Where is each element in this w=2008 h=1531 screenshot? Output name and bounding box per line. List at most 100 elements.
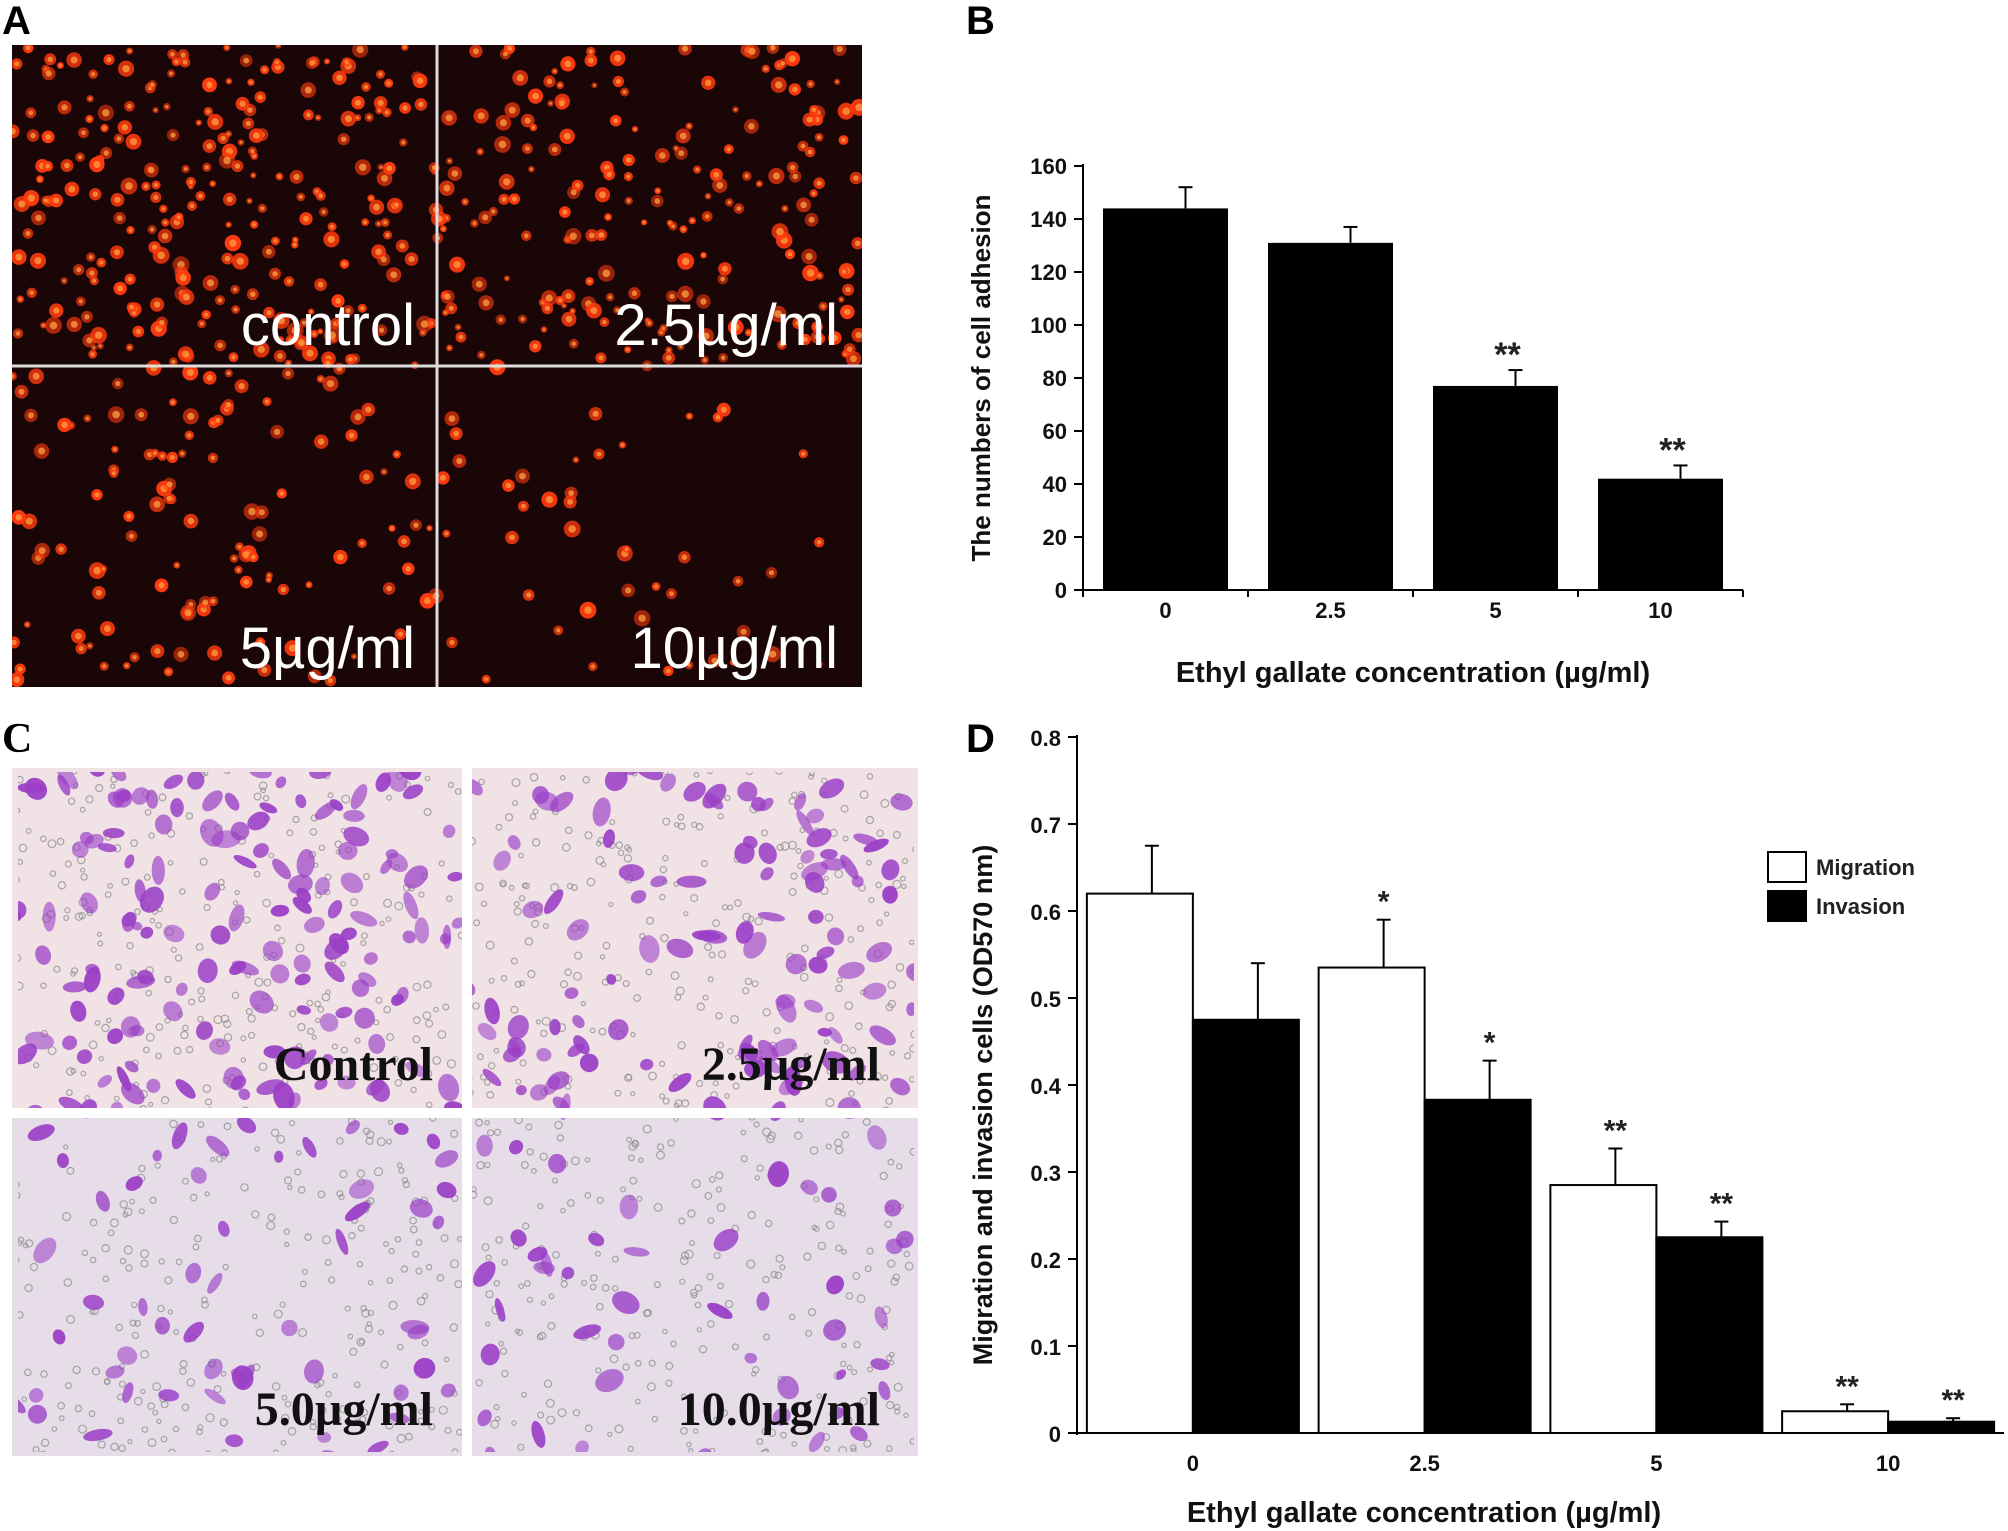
stained-cell — [533, 1261, 555, 1274]
fluorescent-cell-core — [86, 337, 93, 344]
stained-cell — [363, 952, 378, 965]
membrane-pore — [909, 1147, 914, 1156]
membrane-pore — [518, 895, 526, 902]
membrane-pore — [595, 840, 602, 847]
membrane-pore — [251, 1313, 258, 1320]
stained-cell — [604, 772, 628, 792]
fluorescent-cell-core — [654, 584, 658, 589]
membrane-pore — [295, 943, 305, 953]
fluorescent-cell-core — [656, 189, 660, 193]
membrane-pore — [454, 788, 462, 795]
fluorescent-cell-core — [592, 410, 599, 417]
fluorescent-cell-core — [102, 664, 107, 669]
membrane-pore — [98, 1055, 104, 1062]
stained-cell — [111, 772, 127, 782]
membrane-pore — [572, 1409, 581, 1417]
stained-cell — [183, 1321, 204, 1343]
fluorescent-cell-core — [311, 673, 318, 680]
membrane-pore — [594, 1250, 601, 1257]
membrane-pore — [309, 828, 318, 836]
membrane-pore — [572, 971, 582, 981]
fluorescent-cell-core — [855, 331, 862, 339]
chart-d-x-tick-label: 10 — [1876, 1451, 1900, 1476]
fluorescent-cell-core — [808, 82, 813, 86]
membrane-pore — [909, 939, 914, 945]
membrane-pore — [144, 809, 152, 816]
membrane-pore — [522, 1222, 530, 1230]
stained-cell — [800, 850, 815, 864]
fluorescent-cell-core — [38, 547, 46, 555]
fluorescent-cell-core — [626, 198, 631, 203]
fluorescent-cell-core — [61, 421, 68, 429]
membrane-pore — [366, 1197, 375, 1205]
fluorescent-cell-core — [776, 227, 784, 236]
membrane-pore — [596, 1196, 604, 1204]
membrane-pore — [223, 772, 231, 775]
fluorescent-cell-core — [563, 132, 571, 140]
fluorescent-cell-core — [390, 271, 398, 279]
fluorescent-cell-core — [667, 348, 671, 352]
fluorescent-cell-core — [307, 583, 311, 587]
fluorescent-cell-core — [456, 457, 463, 465]
membrane-pore — [213, 1385, 222, 1394]
fluorescent-cell-core — [363, 84, 369, 90]
fluorescent-cell-core — [795, 320, 801, 326]
membrane-pore — [564, 826, 573, 835]
membrane-pore — [258, 1062, 268, 1072]
fluorescent-cell-core — [12, 639, 17, 646]
membrane-pore — [883, 911, 890, 917]
membrane-pore — [896, 1163, 903, 1170]
membrane-pore — [57, 1401, 65, 1410]
membrane-pore — [24, 1283, 33, 1293]
stained-cell — [300, 1049, 317, 1066]
fluorescent-cell-core — [234, 163, 241, 169]
fluorescent-cell-core — [338, 320, 342, 324]
fluorescent-cell-core — [625, 587, 632, 594]
membrane-pore — [61, 1211, 72, 1222]
membrane-pore — [182, 1177, 190, 1185]
fluorescent-cell-core — [736, 206, 742, 212]
membrane-pore — [520, 1160, 529, 1169]
membrane-pore — [348, 1231, 356, 1240]
chart-b-y-tick-label: 0 — [1055, 578, 1067, 603]
membrane-pore — [853, 1340, 861, 1349]
membrane-pore — [118, 1444, 126, 1452]
membrane-pore — [310, 1418, 317, 1426]
stained-cell — [828, 1026, 843, 1044]
membrane-pore — [892, 1273, 901, 1282]
membrane-pore — [514, 1328, 521, 1334]
membrane-pore — [686, 1441, 692, 1448]
chart-b-x-tick-label: 10 — [1648, 598, 1672, 623]
chart-d-significance-marker: ** — [1710, 1188, 1734, 1221]
membrane-pore — [753, 1121, 760, 1128]
fluorescent-cell-core — [275, 60, 279, 64]
fluorescent-cell-core — [15, 514, 22, 521]
membrane-pore — [790, 872, 798, 880]
fluorescent-cell-core — [564, 60, 572, 68]
membrane-pore — [700, 859, 708, 867]
membrane-pore — [885, 1400, 895, 1410]
fluorescent-cell-core — [227, 223, 231, 227]
fluorescent-cell-core — [854, 240, 861, 247]
membrane-pore — [336, 1137, 344, 1145]
stained-cell — [850, 1426, 868, 1442]
stained-cell — [249, 990, 274, 1014]
membrane-pore — [658, 1093, 665, 1100]
fluorescent-cell-core — [530, 167, 533, 171]
membrane-pore — [909, 1438, 914, 1445]
fluorescent-cell-core — [681, 290, 689, 298]
membrane-pore — [834, 1207, 842, 1216]
fluorescent-cell-core — [615, 308, 620, 312]
membrane-pore — [367, 1279, 374, 1286]
fluorescent-cell-core — [568, 525, 576, 533]
fluorescent-cell-core — [626, 348, 630, 352]
membrane-pore — [63, 1278, 73, 1287]
fluorescent-cell-core — [588, 49, 593, 54]
fluorescent-cell-core — [125, 664, 129, 668]
fluorescent-cell-core — [318, 377, 323, 381]
membrane-pore — [422, 1011, 432, 1020]
fluorescent-cell-core — [679, 345, 683, 349]
fluorescent-cell-core — [15, 331, 21, 336]
stained-cell — [758, 842, 777, 864]
membrane-pore — [846, 1364, 853, 1371]
